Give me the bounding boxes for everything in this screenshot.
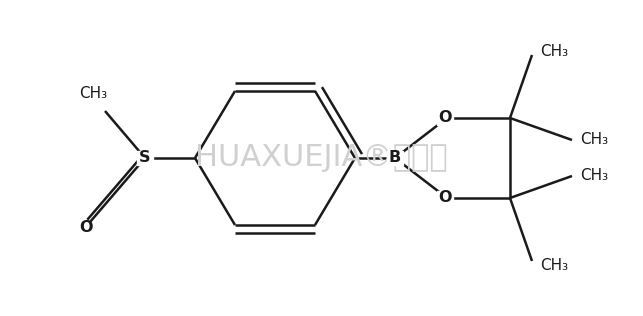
Text: B: B <box>389 150 401 166</box>
Bar <box>137 151 153 165</box>
Text: HUAXUEJIA®化学加: HUAXUEJIA®化学加 <box>195 143 448 173</box>
Text: O: O <box>439 111 452 125</box>
Text: CH₃: CH₃ <box>540 258 568 274</box>
Bar <box>437 191 453 205</box>
Bar <box>387 151 403 165</box>
Text: CH₃: CH₃ <box>79 87 107 101</box>
Text: O: O <box>439 191 452 205</box>
Text: CH₃: CH₃ <box>540 45 568 59</box>
Text: S: S <box>140 150 150 166</box>
Text: CH₃: CH₃ <box>580 132 608 148</box>
Text: CH₃: CH₃ <box>580 168 608 184</box>
Bar <box>437 111 453 125</box>
Text: O: O <box>79 220 93 234</box>
